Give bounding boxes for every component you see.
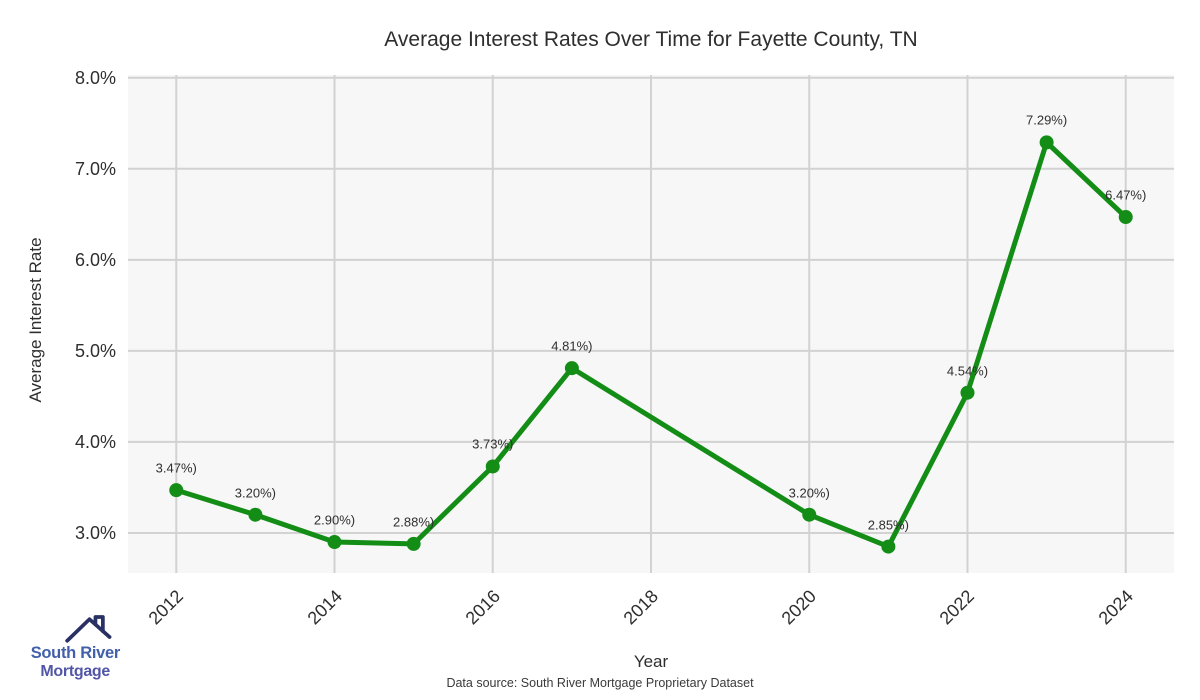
y-tick-label: 3.0% <box>74 522 116 543</box>
plot-canvas <box>128 75 1174 573</box>
point-value-label: 2.88%) <box>393 514 435 530</box>
data-point-marker <box>802 507 817 522</box>
data-source-note: Data source: South River Mortgage Propri… <box>446 676 754 690</box>
data-point-marker <box>1118 210 1133 225</box>
data-point-marker <box>881 539 896 554</box>
y-tick-label: 5.0% <box>74 340 116 361</box>
point-value-label: 3.20%) <box>788 485 830 501</box>
x-axis-title: Year <box>633 652 669 671</box>
data-point-marker <box>248 507 263 522</box>
data-point-marker <box>406 536 421 551</box>
x-tick-label: 2018 <box>619 585 663 629</box>
house-roof-icon <box>65 615 112 643</box>
plot-area <box>128 75 1174 573</box>
x-tick-label: 2016 <box>461 585 504 629</box>
point-value-label: 2.85%) <box>867 517 909 533</box>
point-value-label: 7.29%) <box>1026 112 1068 128</box>
data-point-marker <box>485 459 500 474</box>
x-tick-label: 2020 <box>777 585 821 629</box>
point-value-label: 2.90%) <box>313 512 356 528</box>
chart-title: Average Interest Rates Over Time for Fay… <box>384 28 918 51</box>
point-value-label: 3.20%) <box>234 485 276 501</box>
x-tick-label: 2012 <box>144 585 188 629</box>
point-value-label: 4.54%) <box>946 363 989 379</box>
logo-text-mortgage: Mortgage <box>40 663 110 680</box>
south-river-mortgage-logo: South River Mortgage <box>20 614 120 681</box>
data-point-marker <box>169 483 184 498</box>
y-tick-label: 6.0% <box>74 249 116 270</box>
point-value-label: 4.81%) <box>551 338 593 354</box>
y-tick-label: 8.0% <box>74 67 116 88</box>
data-point-marker <box>564 361 579 376</box>
point-value-label: 3.47%) <box>155 460 197 476</box>
x-tick-label: 2022 <box>936 585 979 629</box>
point-value-label: 6.47%) <box>1105 187 1147 203</box>
point-value-label: 3.73%) <box>472 436 514 452</box>
x-tick-label: 2014 <box>303 585 346 629</box>
y-tick-label: 4.0% <box>74 431 116 452</box>
data-point-marker <box>327 535 342 550</box>
x-tick-label: 2024 <box>1094 585 1137 629</box>
data-point-marker <box>1039 135 1054 150</box>
data-point-marker <box>960 385 975 400</box>
logo-text-south-river: South River <box>30 644 121 662</box>
y-tick-label: 7.0% <box>74 158 116 179</box>
